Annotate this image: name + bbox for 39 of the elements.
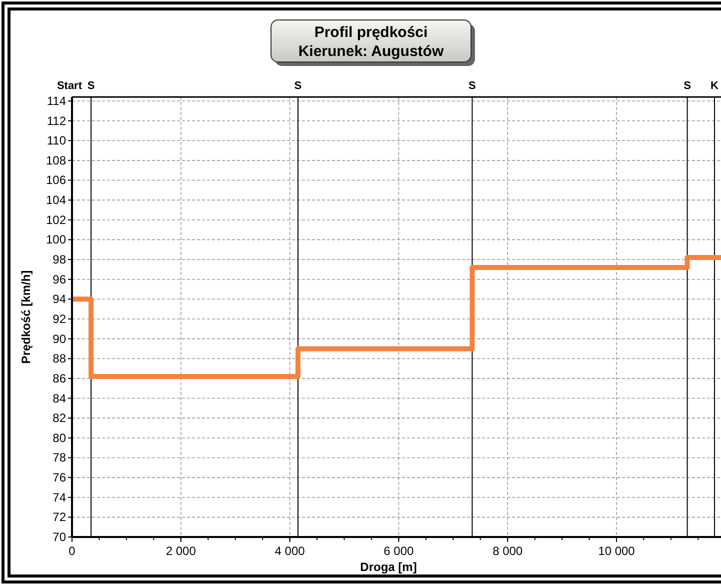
x-tick-label: 8 000 — [492, 544, 523, 558]
y-tick-label: 80 — [52, 430, 66, 445]
y-tick-label: 114 — [46, 94, 66, 108]
y-tick-label: 100 — [46, 232, 66, 247]
y-tick-label: 94 — [52, 292, 66, 306]
ref-line-label: S — [294, 80, 302, 92]
x-tick-label: 10 000 — [598, 544, 636, 558]
y-tick-label: 92 — [52, 312, 66, 326]
y-tick-label: 74 — [52, 490, 66, 504]
chart-title: Profil prędkości — [314, 24, 428, 41]
y-tick-label: 98 — [52, 252, 66, 267]
y-axis-title: Prędkość [km/h] — [19, 270, 33, 364]
ref-line-label: S — [468, 80, 476, 92]
ref-line-label: K — [710, 80, 719, 92]
y-tick-label: 78 — [52, 450, 66, 465]
ref-line-label: S — [684, 80, 691, 92]
x-tick-label: 0 — [68, 544, 76, 558]
x-tick-label: 6 000 — [384, 544, 414, 558]
y-tick-label: 76 — [52, 470, 66, 485]
y-tick-label: 90 — [52, 332, 66, 346]
y-tick-label: 96 — [52, 272, 66, 286]
y-tick-label: 86 — [52, 371, 66, 386]
y-tick-label: 88 — [52, 352, 66, 366]
y-tick-label: 102 — [46, 212, 66, 227]
y-tick-label: 82 — [52, 411, 66, 426]
y-tick-label: 84 — [52, 391, 66, 406]
x-tick-label: 2 000 — [166, 544, 196, 558]
y-tick-label: 104 — [46, 193, 66, 208]
y-tick-label: 72 — [52, 510, 66, 524]
x-axis-title: Droga [m] — [360, 560, 417, 574]
y-tick-label: 110 — [46, 134, 66, 148]
chart-subtitle: Kierunek: Augustów — [298, 43, 444, 60]
y-tick-label: 112 — [46, 114, 66, 128]
x-tick-label: 4 000 — [274, 544, 306, 558]
y-tick-label: 70 — [52, 530, 66, 544]
y-tick-label: 108 — [46, 153, 66, 168]
ref-line-label: S — [87, 80, 95, 92]
text: Start — [56, 80, 82, 92]
y-tick-label: 106 — [46, 173, 66, 188]
